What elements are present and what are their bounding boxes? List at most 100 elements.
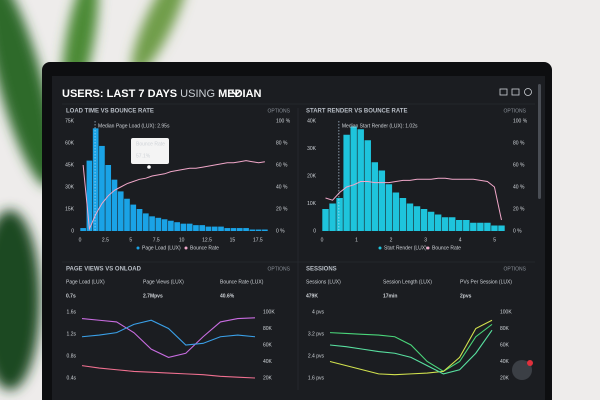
bar bbox=[80, 228, 86, 231]
y-tick-label: 45K bbox=[65, 162, 75, 168]
icon[interactable] bbox=[524, 88, 532, 96]
series-line bbox=[81, 317, 256, 358]
y-tick-label: 2.4 pvs bbox=[308, 353, 325, 359]
y2-tick-label: 60 % bbox=[276, 162, 288, 168]
metric-label: Session Length (LUX) bbox=[383, 279, 432, 285]
scrollbar[interactable] bbox=[538, 84, 541, 199]
bar bbox=[463, 220, 470, 231]
y2-tick-label: 0 % bbox=[513, 228, 522, 234]
badge bbox=[527, 360, 533, 366]
bar bbox=[186, 223, 193, 231]
legend-entry: Start Render (LUX) bbox=[384, 245, 427, 251]
bar bbox=[230, 228, 237, 231]
series-line bbox=[329, 329, 493, 375]
bar bbox=[378, 170, 386, 231]
bar bbox=[357, 129, 364, 231]
bar bbox=[224, 228, 231, 231]
y2-tick-label: 40K bbox=[263, 359, 273, 365]
y2-tick-label: 40 % bbox=[513, 184, 525, 190]
y-tick-label: 10K bbox=[307, 201, 317, 207]
chat-button[interactable] bbox=[512, 360, 532, 380]
series-line bbox=[81, 319, 256, 346]
panel-title: PAGE VIEWS VS ONLOAD bbox=[66, 267, 142, 273]
bar bbox=[249, 229, 256, 231]
bar bbox=[371, 162, 379, 231]
bar bbox=[211, 226, 218, 231]
bar bbox=[350, 126, 357, 231]
legend-entry: Bounce Rate bbox=[190, 245, 219, 251]
options-button[interactable]: OPTIONS bbox=[267, 266, 290, 272]
legend-entry: Bounce Rate bbox=[432, 245, 461, 251]
bar bbox=[193, 225, 199, 231]
y2-tick-label: 80K bbox=[263, 326, 273, 332]
y2-tick-label: 80 % bbox=[276, 140, 288, 146]
y-tick-label: 0.4s bbox=[67, 375, 77, 381]
header-part: USERS: bbox=[62, 88, 104, 100]
bar bbox=[199, 225, 206, 231]
bar bbox=[218, 226, 224, 231]
x-tick-label: 5 bbox=[129, 237, 132, 243]
y2-tick-label: 100K bbox=[500, 309, 512, 315]
bar bbox=[255, 229, 262, 231]
bar bbox=[136, 209, 143, 231]
y-tick-label: 40K bbox=[307, 118, 317, 124]
tooltip-value: 57.1% bbox=[136, 153, 151, 159]
metric-value: 17min bbox=[383, 293, 397, 299]
options-button[interactable]: OPTIONS bbox=[503, 108, 526, 114]
y-tick-label: 0.8s bbox=[67, 353, 77, 359]
bounce-rate-line bbox=[82, 160, 265, 231]
bar bbox=[427, 211, 435, 231]
bar bbox=[105, 165, 112, 231]
bar bbox=[161, 219, 168, 231]
bounce-rate-line bbox=[325, 177, 502, 221]
bar bbox=[491, 225, 498, 231]
bar bbox=[142, 213, 149, 231]
x-tick-label: 10 bbox=[179, 237, 185, 243]
bar bbox=[124, 198, 130, 231]
metric-label: Bounce Rate (LUX) bbox=[220, 279, 264, 285]
bar bbox=[99, 145, 105, 231]
panel-title: LOAD TIME VS BOUNCE RATE bbox=[66, 109, 154, 115]
options-button[interactable]: OPTIONS bbox=[267, 108, 290, 114]
y-tick-label: 75K bbox=[65, 118, 75, 124]
legend-swatch bbox=[426, 246, 430, 250]
x-tick-label: 15 bbox=[230, 237, 236, 243]
y2-tick-label: 100K bbox=[263, 309, 275, 315]
bar bbox=[343, 134, 350, 231]
legend-entry: Page Load (LUX) bbox=[142, 245, 181, 251]
median-annotation: Median Page Load (LUX): 2.95s bbox=[98, 123, 170, 129]
y-tick-label: 1.6s bbox=[67, 309, 77, 315]
bar bbox=[498, 225, 505, 231]
y-tick-label: 30K bbox=[65, 184, 75, 190]
icon[interactable] bbox=[499, 88, 508, 96]
icon[interactable] bbox=[511, 88, 520, 96]
bar bbox=[434, 214, 442, 231]
series-line bbox=[329, 323, 493, 373]
y2-tick-label: 80 % bbox=[513, 140, 525, 146]
header-title: USERS: LAST 7 DAYS USING MEDIAN bbox=[62, 88, 262, 100]
y-tick-label: 3.2 pvs bbox=[308, 331, 325, 337]
header-part: MEDIAN bbox=[215, 88, 262, 100]
bar bbox=[117, 191, 124, 231]
y2-tick-label: 80K bbox=[500, 326, 510, 332]
y2-tick-label: 0 % bbox=[276, 228, 285, 234]
y-tick-label: 0 bbox=[71, 228, 74, 234]
options-button[interactable]: OPTIONS bbox=[503, 266, 526, 272]
metric-value: 2pvs bbox=[460, 293, 472, 299]
x-tick-label: 2 bbox=[390, 237, 393, 243]
y2-tick-label: 20 % bbox=[276, 206, 288, 212]
y-tick-label: 1.2s bbox=[67, 331, 77, 337]
y2-tick-label: 20 % bbox=[513, 206, 525, 212]
y-tick-label: 15K bbox=[65, 206, 75, 212]
x-tick-label: 5 bbox=[493, 237, 496, 243]
bar bbox=[336, 198, 343, 231]
tooltip-point bbox=[147, 165, 151, 169]
bar bbox=[484, 222, 491, 231]
bar bbox=[399, 198, 407, 231]
bar bbox=[262, 229, 268, 231]
y-tick-label: 4 pvs bbox=[312, 309, 324, 315]
bar bbox=[420, 209, 428, 231]
plant bbox=[0, 0, 189, 390]
y2-tick-label: 40K bbox=[500, 359, 510, 365]
